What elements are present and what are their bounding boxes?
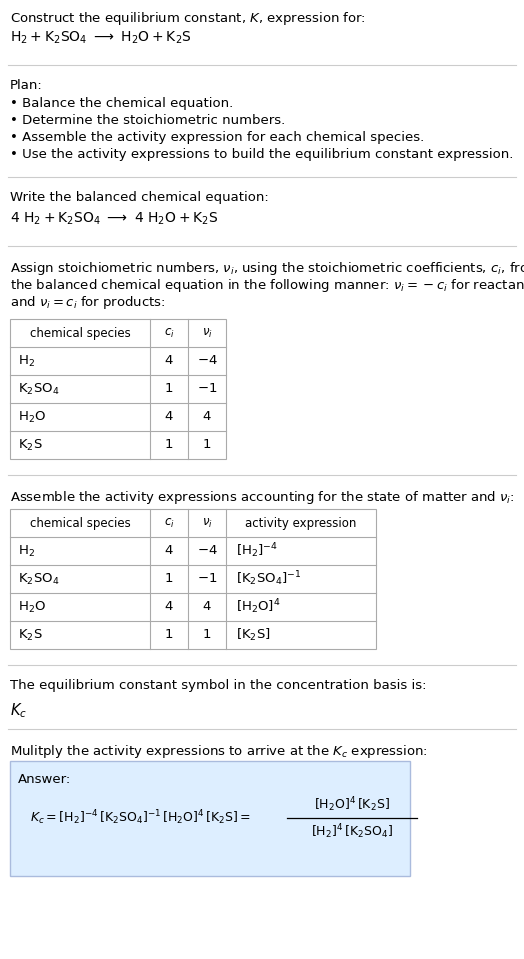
Text: Assemble the activity expressions accounting for the state of matter and $\nu_i$: Assemble the activity expressions accoun… <box>10 489 515 506</box>
Text: $[\mathrm{H_2O}]^4\,[\mathrm{K_2S}]$: $[\mathrm{H_2O}]^4\,[\mathrm{K_2S}]$ <box>314 796 390 814</box>
Text: $-1$: $-1$ <box>197 383 217 395</box>
Text: $\mathrm{H_2O}$: $\mathrm{H_2O}$ <box>18 599 46 615</box>
Text: $-4$: $-4$ <box>196 545 217 557</box>
Text: $\mathrm{K_2S}$: $\mathrm{K_2S}$ <box>18 627 42 643</box>
Text: $\mathrm{K_2S}$: $\mathrm{K_2S}$ <box>18 437 42 453</box>
Text: chemical species: chemical species <box>30 517 130 529</box>
Text: $\mathrm{H_2}$: $\mathrm{H_2}$ <box>18 544 35 558</box>
Text: the balanced chemical equation in the following manner: $\nu_i = -c_i$ for react: the balanced chemical equation in the fo… <box>10 277 524 294</box>
Text: $-1$: $-1$ <box>197 573 217 586</box>
Bar <box>10 509 376 649</box>
Text: $K_c$: $K_c$ <box>10 701 27 719</box>
Text: 1: 1 <box>203 438 211 452</box>
FancyBboxPatch shape <box>10 761 410 876</box>
Text: chemical species: chemical species <box>30 326 130 339</box>
Text: activity expression: activity expression <box>245 517 357 529</box>
Text: The equilibrium constant symbol in the concentration basis is:: The equilibrium constant symbol in the c… <box>10 679 427 692</box>
Text: Construct the equilibrium constant, $K$, expression for:: Construct the equilibrium constant, $K$,… <box>10 10 366 27</box>
Text: $-4$: $-4$ <box>196 355 217 367</box>
Text: Mulitply the activity expressions to arrive at the $K_c$ expression:: Mulitply the activity expressions to arr… <box>10 743 428 760</box>
Text: $c_i$: $c_i$ <box>163 517 174 529</box>
Bar <box>10 319 226 459</box>
Text: $\mathrm{4 \ H_2 + K_2SO_4 \ \longrightarrow \ 4 \ H_2O + K_2S}$: $\mathrm{4 \ H_2 + K_2SO_4 \ \longrighta… <box>10 211 219 227</box>
Text: $c_i$: $c_i$ <box>163 326 174 339</box>
Text: 1: 1 <box>203 628 211 642</box>
Text: 4: 4 <box>165 355 173 367</box>
Text: 4: 4 <box>203 410 211 424</box>
Text: $K_c = [\mathrm{H_2}]^{-4}\,[\mathrm{K_2SO_4}]^{-1}\,[\mathrm{H_2O}]^{4}\,[\math: $K_c = [\mathrm{H_2}]^{-4}\,[\mathrm{K_2… <box>30 808 251 828</box>
Text: 4: 4 <box>203 600 211 614</box>
Text: $\mathrm{H_2O}$: $\mathrm{H_2O}$ <box>18 409 46 425</box>
Text: • Use the activity expressions to build the equilibrium constant expression.: • Use the activity expressions to build … <box>10 148 514 161</box>
Text: • Determine the stoichiometric numbers.: • Determine the stoichiometric numbers. <box>10 114 285 127</box>
Text: $[\mathrm{K_2SO_4}]^{-1}$: $[\mathrm{K_2SO_4}]^{-1}$ <box>236 570 301 589</box>
Text: $\nu_i$: $\nu_i$ <box>202 517 212 529</box>
Text: $\mathrm{K_2SO_4}$: $\mathrm{K_2SO_4}$ <box>18 572 59 587</box>
Text: and $\nu_i = c_i$ for products:: and $\nu_i = c_i$ for products: <box>10 294 166 311</box>
Text: $\mathrm{H_2}$: $\mathrm{H_2}$ <box>18 354 35 368</box>
Text: Answer:: Answer: <box>18 773 71 786</box>
Text: $\nu_i$: $\nu_i$ <box>202 326 212 339</box>
Text: $\mathrm{H_2 + K_2SO_4 \ \longrightarrow \ H_2O + K_2S}$: $\mathrm{H_2 + K_2SO_4 \ \longrightarrow… <box>10 30 192 46</box>
Text: Assign stoichiometric numbers, $\nu_i$, using the stoichiometric coefficients, $: Assign stoichiometric numbers, $\nu_i$, … <box>10 260 524 277</box>
Text: $[\mathrm{H_2}]^{-4}$: $[\mathrm{H_2}]^{-4}$ <box>236 542 278 560</box>
Text: $[\mathrm{H_2O}]^{4}$: $[\mathrm{H_2O}]^{4}$ <box>236 597 280 617</box>
Text: Write the balanced chemical equation:: Write the balanced chemical equation: <box>10 191 269 204</box>
Text: Plan:: Plan: <box>10 79 43 92</box>
Text: 1: 1 <box>165 383 173 395</box>
Text: 4: 4 <box>165 410 173 424</box>
Text: 1: 1 <box>165 628 173 642</box>
Text: • Assemble the activity expression for each chemical species.: • Assemble the activity expression for e… <box>10 131 424 144</box>
Text: 1: 1 <box>165 573 173 586</box>
Text: 4: 4 <box>165 600 173 614</box>
Text: $\mathrm{K_2SO_4}$: $\mathrm{K_2SO_4}$ <box>18 382 59 397</box>
Text: 4: 4 <box>165 545 173 557</box>
Text: $[\mathrm{H_2}]^4\,[\mathrm{K_2SO_4}]$: $[\mathrm{H_2}]^4\,[\mathrm{K_2SO_4}]$ <box>311 823 393 841</box>
Text: $[\mathrm{K_2S}]$: $[\mathrm{K_2S}]$ <box>236 627 271 643</box>
Text: • Balance the chemical equation.: • Balance the chemical equation. <box>10 97 233 110</box>
Text: 1: 1 <box>165 438 173 452</box>
